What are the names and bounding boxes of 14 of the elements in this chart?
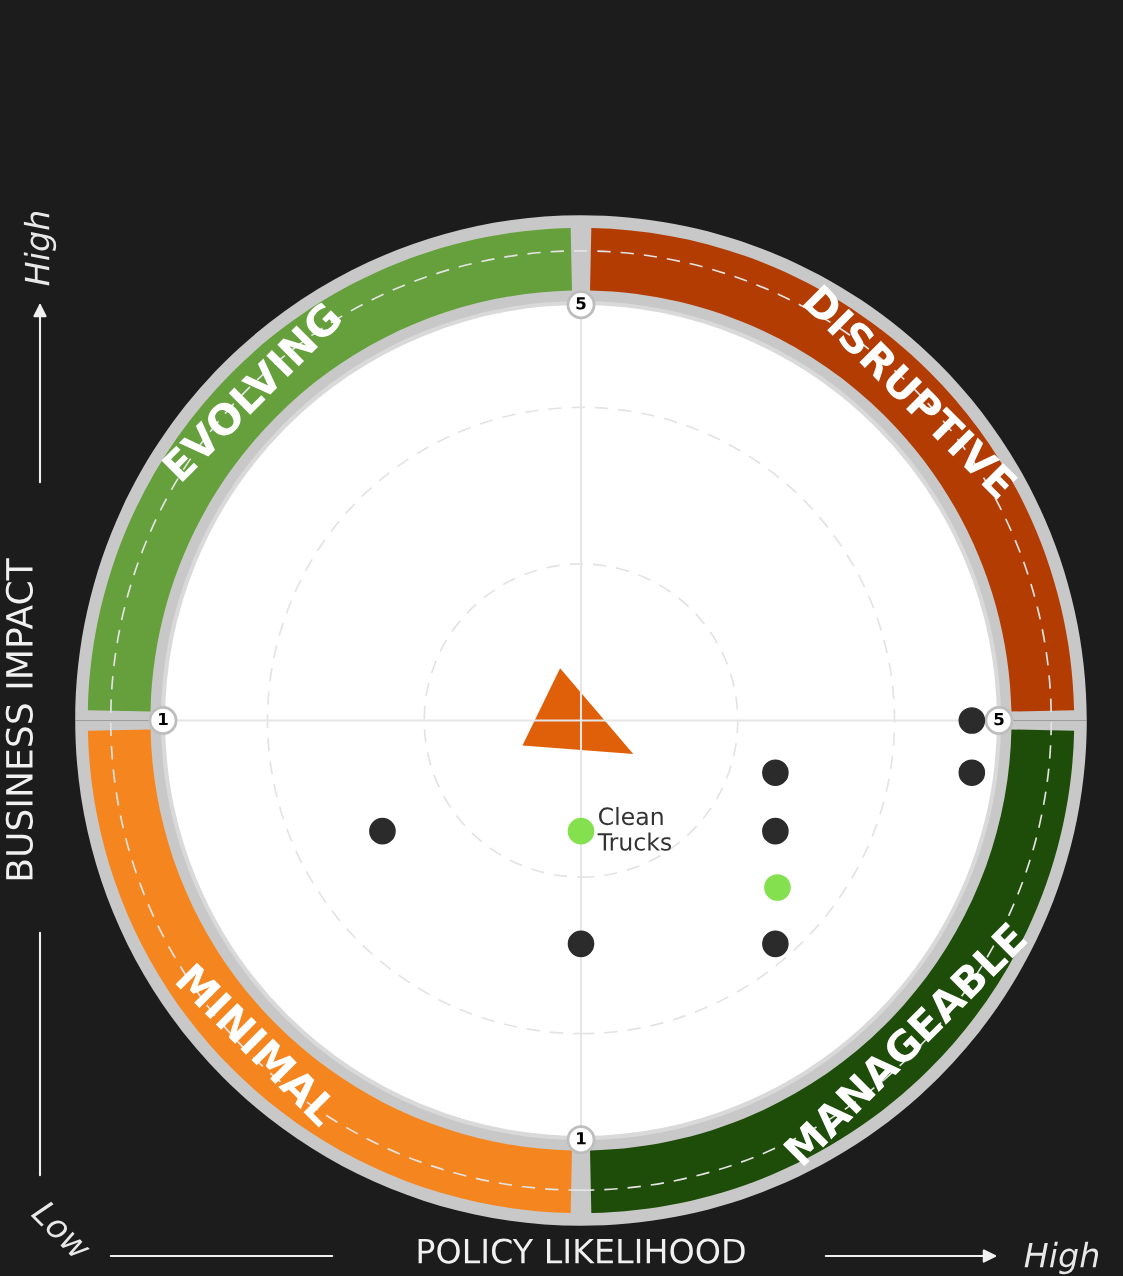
y-axis-title: BUSINESS IMPACT — [5, 558, 33, 880]
point — [958, 707, 986, 734]
text: Low — [30, 1198, 95, 1263]
point — [567, 930, 595, 958]
x-axis-title: POLICY LIKELIHOOD — [418, 1238, 745, 1264]
text: High — [23, 211, 57, 286]
point — [958, 759, 986, 786]
point — [369, 817, 396, 845]
point — [762, 759, 789, 786]
point — [567, 817, 595, 845]
point — [764, 874, 791, 901]
point — [762, 817, 789, 845]
text: High — [1024, 1241, 1099, 1275]
annotation: Clean Trucks — [597, 806, 672, 851]
